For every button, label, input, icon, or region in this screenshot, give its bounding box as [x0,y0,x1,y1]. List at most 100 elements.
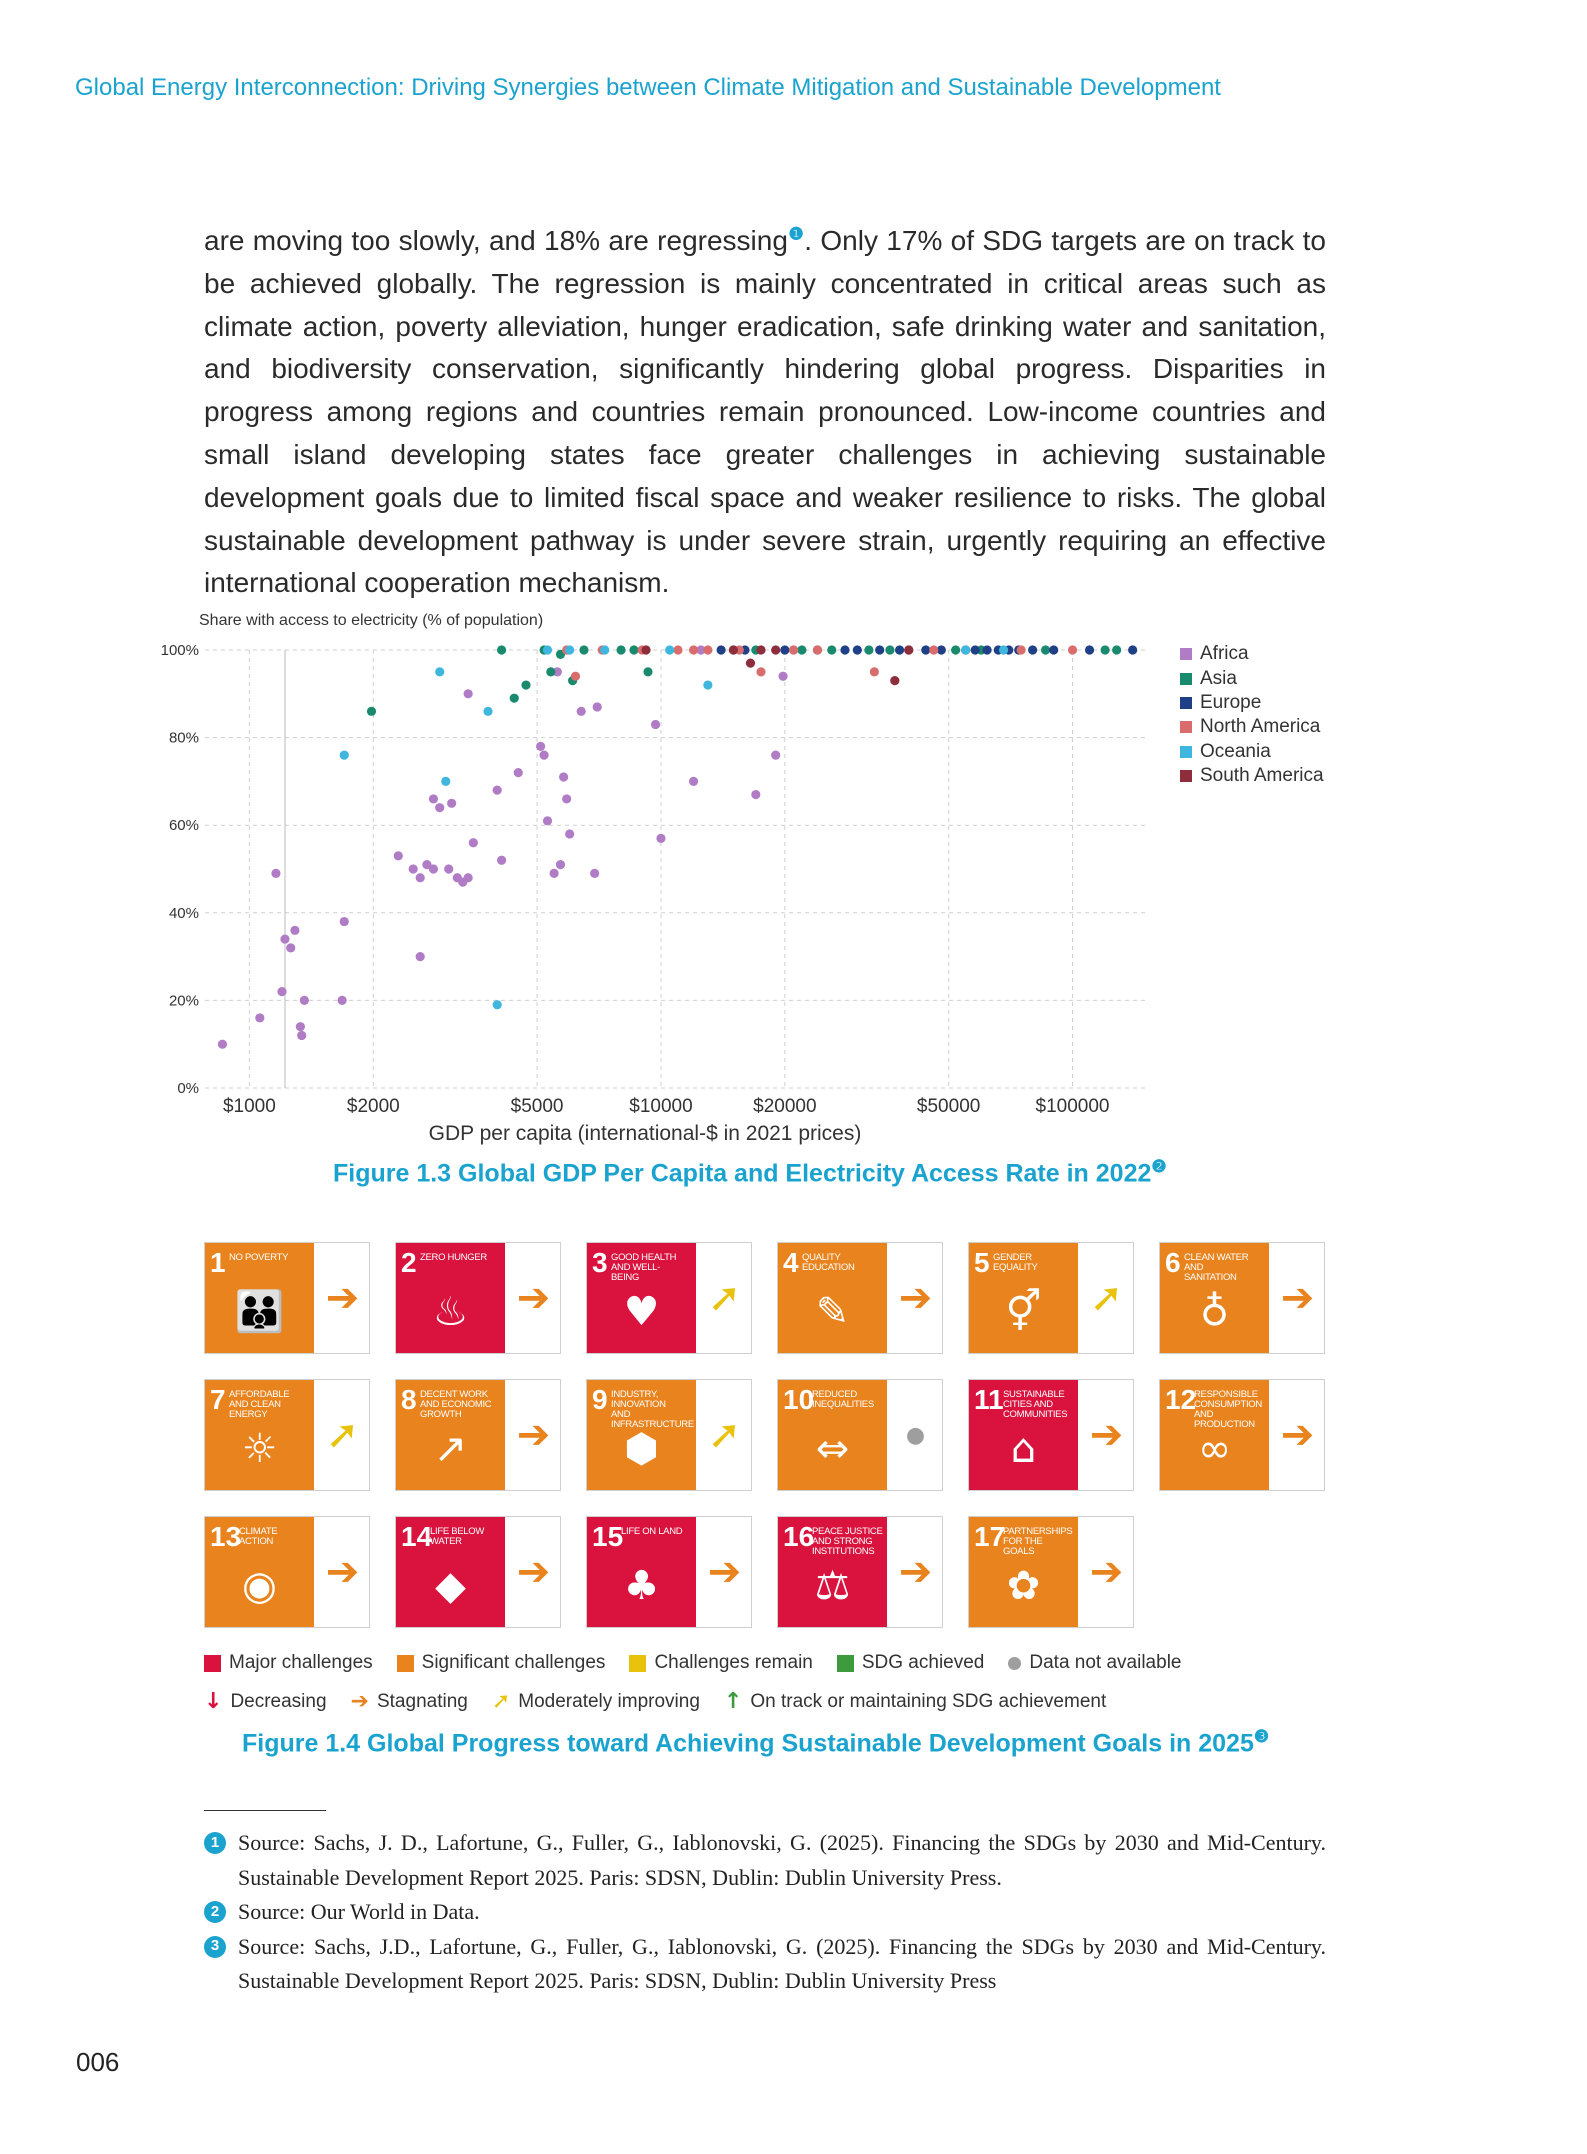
rings-icon: ✿ [1006,1563,1041,1609]
status-legend-item: Data not available [1008,1652,1181,1674]
sdg-card-10: 10 REDUCED INEQUALITIES ⇔ ● [777,1379,943,1491]
data-point-europe [852,645,862,655]
sdg-card-9: 9 INDUSTRY, INNOVATION AND INFRASTRUCTURE… [586,1379,752,1491]
sdg-number: 10 [783,1384,815,1415]
sdg-tile: 10 REDUCED INEQUALITIES ⇔ [778,1380,887,1490]
data-point-africa [428,864,439,874]
sdg-card-17: 17 PARTNERSHIPS FOR THE GOALS ✿ ➔ [968,1516,1134,1628]
data-point-europe [1049,645,1059,655]
x-tick-label: $50000 [917,1096,980,1117]
data-point-asia [509,693,519,703]
data-point-europe [1028,645,1038,655]
data-point-europe [894,645,905,655]
trend-stagnating-icon: ➔ [325,1275,360,1321]
status-legend-item: Major challenges [204,1652,373,1674]
data-point-north-america [1067,645,1078,655]
data-point-africa [463,873,473,883]
trend-stagnating-icon: ➔ [707,1549,742,1595]
tree-icon: ♣ [623,1563,660,1609]
sdg-number: 15 [592,1521,624,1552]
data-point-africa [497,855,507,865]
legend-label: Oceania [1200,740,1271,762]
sdg-status-legend: Major challenges Significant challenges Ch… [204,1652,1205,1674]
data-point-europe [936,645,946,655]
legend-swatch [1180,745,1192,758]
status-legend-label: Challenges remain [654,1652,813,1673]
data-point-north-america [812,645,823,655]
data-point-asia [579,645,589,655]
data-point-africa [435,803,445,813]
data-point-oceania [703,680,713,690]
data-point-south-america [745,658,756,668]
sdg-title: PARTNERSHIPS FOR THE GOALS [1003,1526,1073,1557]
sdg-card-2: 2 ZERO HUNGER ♨ ➔ [395,1242,561,1354]
footnote-1: 1 Source: Sachs, J. D., Lafortune, G., Fu… [204,1826,1326,1895]
data-point-africa [290,925,300,935]
data-point-africa [650,719,661,730]
data-point-asia [827,645,837,655]
data-point-africa [771,750,781,760]
legend-label: Asia [1200,667,1237,689]
trend-legend-item: ↑ On track or maintaining SDG achievement [724,1689,1106,1714]
legend-item-asia: Asia [1180,666,1324,690]
sdg-card-5: 5 GENDER EQUALITY ⚥ ➚ [968,1242,1134,1354]
sdg-title: SUSTAINABLE CITIES AND COMMUNITIES [1003,1389,1068,1420]
footnotes: 1 Source: Sachs, J. D., Lafortune, G., Fu… [204,1826,1326,1999]
heartbeat-icon: ♥ [623,1289,660,1335]
data-point-asia [616,645,626,655]
body-text-rest: . Only 17% of SDG targets are on track t… [204,225,1326,599]
sdg-title: CLIMATE ACTION [239,1526,278,1547]
figure-1-3-caption: Figure 1.3 Global GDP Per Capita and Ele… [333,1157,1167,1188]
sdg-tile: 6 CLEAN WATER AND SANITATION ♁ [1160,1243,1269,1353]
trend-arrow-icon: ➔ [350,1689,369,1714]
data-point-africa [337,995,347,1006]
sun-power-icon: ☼ [241,1426,278,1472]
sdg-number: 13 [210,1521,242,1552]
sdg-tile: 4 QUALITY EDUCATION ✎ [778,1243,887,1353]
dove-icon: ⚖ [814,1563,851,1609]
sdg-card-13: 13 CLIMATE ACTION ◉ ➔ [204,1516,370,1628]
data-point-asia [497,645,507,655]
trend-stagnating-icon: ➔ [1089,1412,1124,1458]
cubes-icon: ⬢ [624,1426,659,1472]
sdg-number: 1 [210,1247,226,1278]
sdg-number: 8 [401,1384,417,1415]
data-point-north-america [869,667,879,677]
data-point-africa [565,829,575,839]
trend-stagnating-icon: ➔ [325,1549,360,1595]
data-point-africa [271,868,281,878]
data-point-africa [549,868,559,878]
sdg-number: 16 [783,1521,815,1552]
sdg-card-3: 3 GOOD HEALTH AND WELL-BEING ♥ ➚ [586,1242,752,1354]
footnote-ref-2[interactable]: ❷ [1151,1157,1167,1176]
figure-1-3-caption-text: Figure 1.3 Global GDP Per Capita and Ele… [333,1159,1152,1188]
data-point-europe [716,645,726,655]
legend-swatch [1180,672,1192,685]
data-point-africa [539,750,549,760]
sdg-title: PEACE JUSTICE AND STRONG INSTITUTIONS [812,1526,883,1557]
data-point-europe [1084,645,1095,655]
sdg-tile: 1 NO POVERTY 👪 [205,1243,314,1353]
sdg-number: 7 [210,1384,226,1415]
footnote-ref-1[interactable]: ❶ [787,224,805,244]
buildings-icon: ⌂ [1010,1426,1037,1472]
data-point-africa [696,645,706,655]
trend-arrow-icon: ↑ [723,1689,743,1714]
sdg-number: 17 [974,1521,1006,1552]
x-tick-label: $100000 [1036,1096,1110,1117]
data-point-europe [921,645,931,655]
trend-legend-label: Decreasing [230,1690,327,1712]
data-point-oceania [441,776,451,787]
legend-label: South America [1200,765,1324,787]
status-legend-label: Data not available [1029,1652,1182,1673]
footnote-ref-3[interactable]: ❸ [1253,1727,1270,1746]
sdg-title: QUALITY EDUCATION [802,1252,855,1273]
trend-moderately-improving-icon: ➚ [325,1412,360,1458]
sdg-tile: 3 GOOD HEALTH AND WELL-BEING ♥ [587,1243,696,1353]
data-point-africa [751,789,761,800]
sdg-tile: 7 AFFORDABLE AND CLEAN ENERGY ☼ [205,1380,314,1490]
data-point-africa [562,794,572,804]
data-point-europe [875,645,885,655]
status-swatch [836,1654,854,1672]
trend-legend-label: Stagnating [376,1690,468,1712]
